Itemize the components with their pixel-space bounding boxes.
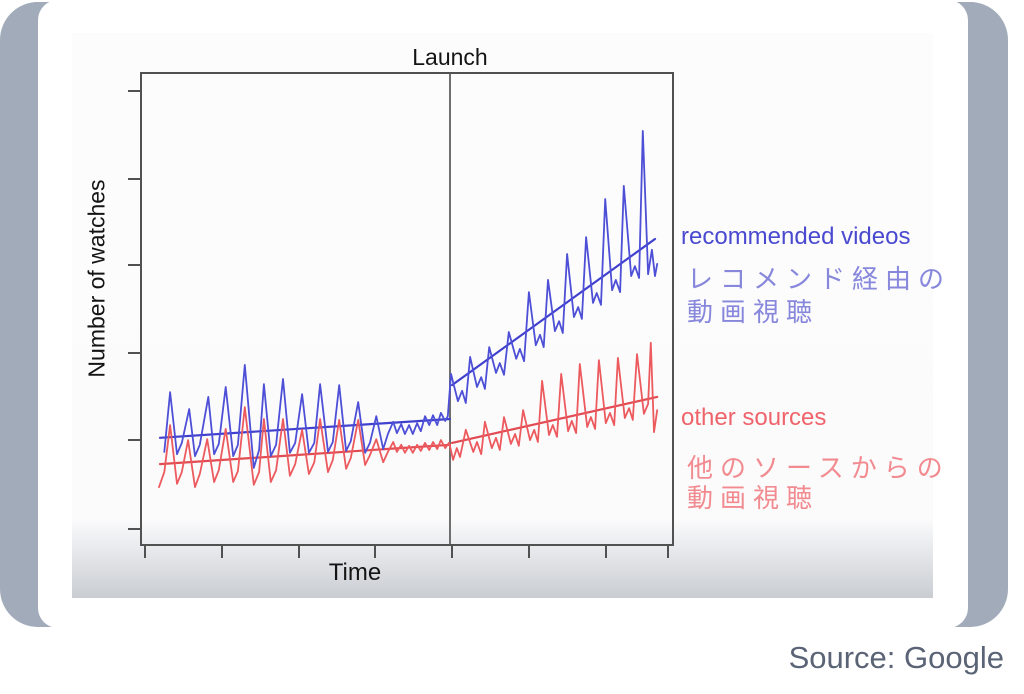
y-axis-tick bbox=[128, 177, 140, 180]
x-axis-tick bbox=[144, 546, 147, 558]
plot-area bbox=[128, 72, 674, 558]
slide-card: Launch Number of watches Time bbox=[38, 0, 968, 628]
series-line bbox=[163, 130, 659, 469]
y-axis-tick bbox=[128, 263, 140, 266]
series-line bbox=[450, 237, 657, 387]
series-line bbox=[158, 417, 451, 439]
series-plot bbox=[158, 130, 659, 489]
series-label-recommended: recommended videos bbox=[681, 223, 911, 250]
y-axis-tick bbox=[128, 527, 140, 530]
source-credit: Source: Google bbox=[788, 640, 1004, 675]
y-axis-label: Number of watches bbox=[83, 179, 110, 378]
x-axis-tick bbox=[527, 546, 530, 558]
series-label-other-sources-jp-line1: 他のソースからの bbox=[687, 453, 950, 483]
series-line bbox=[158, 443, 451, 466]
x-axis-tick bbox=[221, 546, 224, 558]
y-axis-tick bbox=[128, 89, 140, 92]
y-axis-tick bbox=[128, 352, 140, 355]
x-axis-tick bbox=[604, 546, 607, 558]
x-axis-tick bbox=[374, 546, 377, 558]
series-label-other-sources: other sources bbox=[681, 404, 827, 431]
x-axis-label: Time bbox=[328, 559, 382, 586]
x-axis-tick bbox=[666, 546, 669, 558]
series-label-other-sources-jp-line2: 動画視聴 bbox=[687, 483, 820, 513]
series-line bbox=[158, 341, 659, 489]
x-axis-tick bbox=[297, 546, 300, 558]
launch-annotation: Launch bbox=[412, 44, 488, 70]
y-axis-tick bbox=[128, 439, 140, 442]
x-axis-tick bbox=[451, 546, 454, 558]
chart-figure: Launch Number of watches Time bbox=[72, 33, 933, 598]
launch-vertical-line bbox=[448, 74, 451, 544]
series-label-recommended-jp-line2: 動画視聴 bbox=[687, 297, 820, 327]
series-label-recommended-jp-line1: レコメンド経由の bbox=[687, 264, 952, 294]
